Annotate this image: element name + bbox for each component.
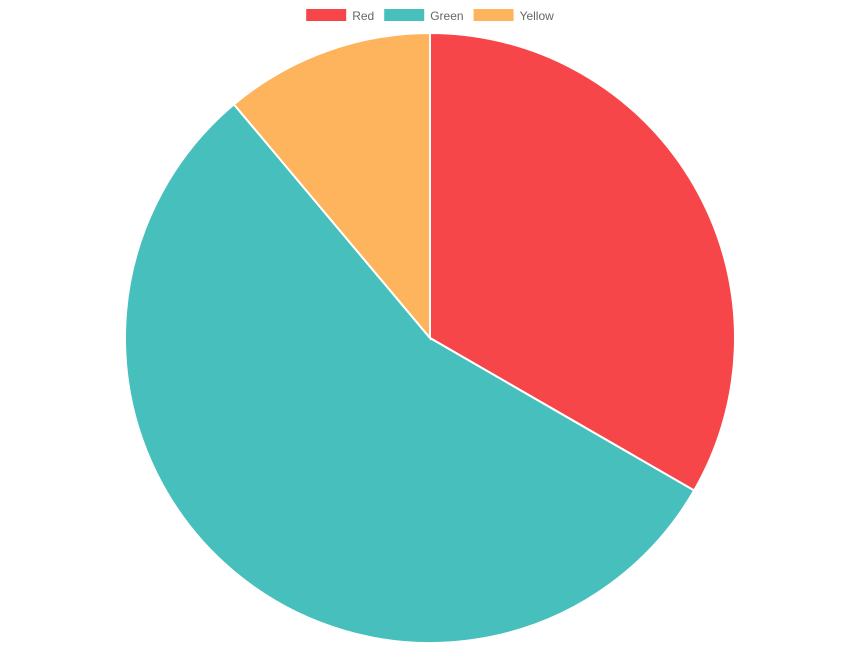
legend-label-green: Green <box>430 9 463 23</box>
legend-item-yellow[interactable]: Yellow <box>473 9 555 23</box>
pie-slice-yellow[interactable] <box>232 31 431 341</box>
legend-label-yellow: Yellow <box>520 9 555 23</box>
chart-legend: Red Green Yellow <box>306 9 554 23</box>
pie-slices <box>124 31 736 644</box>
legend-label-red: Red <box>352 9 374 23</box>
legend-swatch-red <box>306 9 347 21</box>
legend-swatch-green <box>384 9 425 21</box>
pie-slice-green[interactable] <box>124 102 696 644</box>
legend-swatch-yellow <box>473 9 514 21</box>
legend-item-red[interactable]: Red <box>306 9 374 23</box>
pie-slice-red[interactable] <box>429 31 736 492</box>
legend-item-green[interactable]: Green <box>384 9 464 23</box>
